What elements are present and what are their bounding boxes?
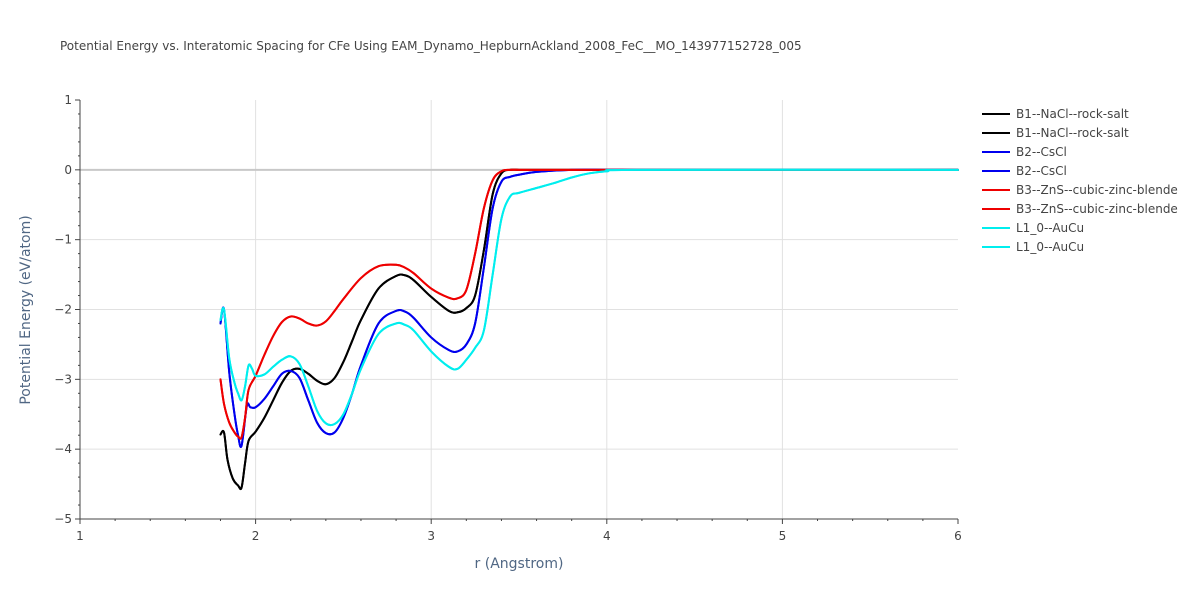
series-line-b2-cscl[interactable] [219, 168, 959, 448]
y-tick-label: −4 [54, 442, 72, 456]
x-tick-label: 1 [76, 529, 84, 543]
legend-label: B3--ZnS--cubic-zinc-blende [1016, 183, 1178, 197]
x-tick-label: 4 [603, 529, 611, 543]
legend-item[interactable]: B1--NaCl--rock-salt [982, 107, 1129, 121]
legend-item[interactable]: L1_0--AuCu [982, 221, 1084, 235]
legend-item[interactable]: B2--CsCl [982, 164, 1067, 178]
y-tick-label: 1 [64, 93, 72, 107]
y-tick-label: −3 [54, 372, 72, 386]
plot-area[interactable] [219, 168, 959, 491]
legend-label: B1--NaCl--rock-salt [1016, 126, 1129, 140]
legend-label: B2--CsCl [1016, 145, 1067, 159]
x-tick-label: 2 [252, 529, 260, 543]
legend-label: B3--ZnS--cubic-zinc-blende [1016, 202, 1178, 216]
legend-item[interactable]: B1--NaCl--rock-salt [982, 126, 1129, 140]
legend-label: B1--NaCl--rock-salt [1016, 107, 1129, 121]
legend-label: L1_0--AuCu [1016, 240, 1084, 254]
y-tick-label: −2 [54, 303, 72, 317]
y-tick-label: 0 [64, 163, 72, 177]
series-line-b3-zns-cubic-zinc-blende[interactable] [219, 168, 959, 440]
series-line-b2-cscl[interactable] [219, 168, 959, 448]
y-axis-title: Potential Energy (eV/atom) [18, 215, 34, 404]
x-tick-label: 3 [427, 529, 435, 543]
series-line-b1-nacl-rock-salt[interactable] [219, 168, 959, 491]
series-line-b1-nacl-rock-salt[interactable] [219, 168, 959, 491]
x-tick-label: 5 [779, 529, 787, 543]
y-tick-label: −5 [54, 512, 72, 526]
legend[interactable]: B1--NaCl--rock-salt B1--NaCl--rock-salt B2… [982, 107, 1178, 254]
series-line-b3-zns-cubic-zinc-blende[interactable] [219, 168, 959, 440]
x-tick-label: 6 [954, 529, 962, 543]
axes: 1 2 3 4 5 6 −5 −4 −3 −2 −1 0 1 [54, 93, 962, 543]
legend-label: B2--CsCl [1016, 164, 1067, 178]
legend-item[interactable]: L1_0--AuCu [982, 240, 1084, 254]
series-line-l1-0-aucu[interactable] [219, 168, 959, 427]
legend-item[interactable]: B2--CsCl [982, 145, 1067, 159]
legend-item[interactable]: B3--ZnS--cubic-zinc-blende [982, 202, 1178, 216]
legend-item[interactable]: B3--ZnS--cubic-zinc-blende [982, 183, 1178, 197]
series-line-l1-0-aucu[interactable] [219, 168, 959, 427]
grid-lines [80, 100, 958, 519]
x-axis-title: r (Angstrom) [475, 556, 564, 572]
legend-label: L1_0--AuCu [1016, 221, 1084, 235]
y-tick-label: −1 [54, 233, 72, 247]
chart-title: Potential Energy vs. Interatomic Spacing… [60, 39, 802, 53]
